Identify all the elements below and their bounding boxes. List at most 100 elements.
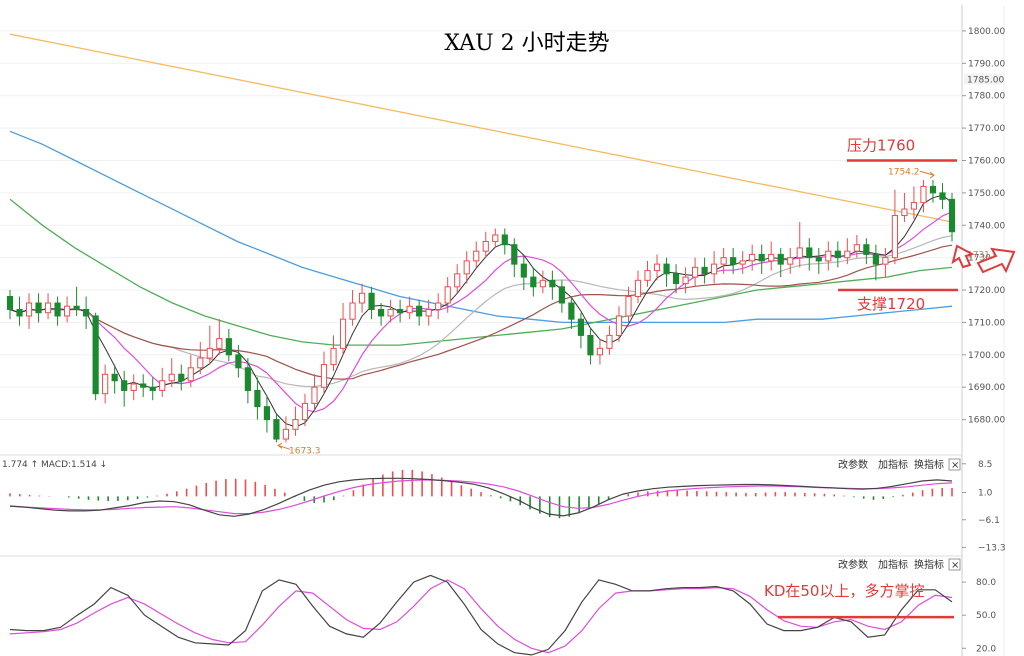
current-price-label: 1785.00	[967, 76, 1004, 86]
candle	[197, 341, 204, 375]
kdj-close-button[interactable]: ×	[948, 558, 961, 571]
macd-tick-label: 1.0	[978, 489, 993, 499]
candle	[920, 179, 927, 213]
candle	[273, 413, 280, 443]
candle	[558, 280, 565, 313]
candle-body-up	[653, 263, 661, 272]
candle	[749, 244, 756, 271]
candle-body-down	[568, 302, 575, 320]
candle	[539, 270, 546, 294]
candle-body-up	[25, 302, 33, 317]
resistance-label: 压力1760	[847, 136, 915, 154]
candle-body-down	[121, 380, 128, 391]
candle-body-up	[891, 215, 898, 259]
candle-body-down	[235, 354, 242, 369]
candle	[577, 312, 584, 349]
kdj-switch-indicator-button[interactable]: 换指标	[914, 558, 944, 571]
candle-body-down	[254, 389, 261, 408]
candle	[787, 247, 794, 274]
y-tick-label: 1680.00	[968, 416, 1005, 426]
macd-switch-indicator-button[interactable]: 换指标	[914, 458, 944, 471]
kdj-d-line	[9, 579, 953, 654]
candle	[653, 254, 661, 281]
macd-edit-params-button[interactable]: 改参数	[838, 458, 868, 471]
candle-body-down	[872, 253, 879, 265]
candle	[730, 247, 737, 274]
candle	[368, 286, 375, 320]
candle	[663, 257, 670, 287]
candle	[111, 364, 118, 394]
kdj-edit-params-button[interactable]: 改参数	[838, 558, 868, 571]
candle	[711, 251, 718, 284]
candle-body-up	[844, 250, 851, 259]
candle-body-down	[416, 305, 423, 317]
candle-body-up	[596, 347, 604, 356]
candle	[891, 189, 898, 265]
candle	[206, 325, 213, 365]
candle-body-up	[720, 257, 727, 265]
ma-green-line	[9, 198, 953, 346]
candle-body-up	[282, 428, 290, 440]
candle	[168, 358, 175, 388]
candle-body-up	[615, 315, 623, 336]
chart-title: XAU 2 小时走势	[444, 31, 609, 56]
candle-body-down	[777, 253, 784, 265]
candle-body-up	[901, 208, 908, 217]
candle	[701, 257, 708, 284]
kdj-panel	[9, 574, 953, 656]
candle	[44, 293, 52, 320]
macd-add-indicator-button[interactable]: 加指标	[878, 458, 908, 471]
candle	[397, 299, 404, 323]
candle	[549, 270, 556, 300]
candle-body-down	[730, 257, 737, 265]
candle	[644, 260, 651, 287]
candle-body-up	[606, 334, 613, 349]
candlesticks	[6, 179, 956, 443]
candle	[692, 257, 699, 287]
candle	[378, 303, 385, 326]
macd-close-button[interactable]: ×	[948, 458, 961, 471]
up-arrow-icon	[976, 247, 1016, 274]
candle	[263, 396, 270, 433]
candle	[625, 286, 632, 323]
ma-black-line	[9, 194, 953, 428]
candle	[463, 251, 470, 284]
candle-body-down	[140, 383, 147, 388]
candle	[435, 293, 442, 320]
candle-body-down	[225, 338, 232, 356]
candle-body-up	[216, 338, 223, 349]
candle-body-up	[473, 250, 480, 262]
candle	[682, 267, 689, 294]
candle-body-down	[577, 318, 584, 336]
candle-body-down	[92, 315, 99, 395]
y-tick-label: 1700.00	[968, 351, 1005, 361]
candle-body-up	[425, 308, 432, 317]
candle	[910, 186, 918, 219]
candle-body-up	[159, 380, 166, 391]
candle	[25, 293, 33, 329]
candle	[882, 247, 889, 278]
low-marker-label: 1673.3	[289, 446, 321, 456]
candle	[606, 325, 613, 355]
candle-body-up	[358, 292, 366, 304]
candle-body-up	[787, 257, 794, 265]
kdj-add-indicator-button[interactable]: 加指标	[878, 558, 908, 571]
candle-body-up	[692, 266, 699, 278]
candle	[863, 238, 870, 265]
candle-body-up	[206, 347, 213, 359]
candle	[939, 183, 946, 210]
candle-body-down	[149, 386, 156, 391]
low-marker-arrow	[277, 442, 291, 450]
macd-tick-label: 8.5	[978, 460, 992, 470]
candle	[311, 374, 318, 410]
kdj-toolbar: 改参数 加指标 换指标 ×	[838, 558, 961, 571]
candle-body-down	[520, 263, 527, 278]
candle-body-up	[910, 202, 918, 210]
candle	[872, 244, 879, 281]
candle	[853, 234, 860, 258]
y-tick-label: 1800.00	[968, 27, 1005, 37]
candle	[587, 328, 594, 365]
candle-body-down	[263, 406, 270, 421]
candle	[444, 277, 451, 313]
